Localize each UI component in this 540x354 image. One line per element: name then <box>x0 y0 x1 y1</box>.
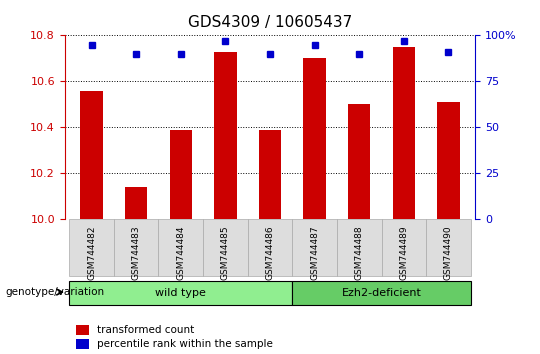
FancyBboxPatch shape <box>203 219 248 276</box>
Bar <box>76 339 89 349</box>
FancyBboxPatch shape <box>382 219 426 276</box>
Bar <box>76 325 89 335</box>
Text: Ezh2-deficient: Ezh2-deficient <box>342 288 421 298</box>
FancyBboxPatch shape <box>337 219 382 276</box>
Bar <box>303 58 326 219</box>
Text: wild type: wild type <box>156 288 206 298</box>
Bar <box>125 187 147 219</box>
Text: GSM744487: GSM744487 <box>310 225 319 280</box>
Bar <box>259 130 281 219</box>
FancyBboxPatch shape <box>69 219 114 276</box>
Text: GSM744486: GSM744486 <box>266 225 274 280</box>
Text: percentile rank within the sample: percentile rank within the sample <box>97 339 273 349</box>
Bar <box>80 91 103 219</box>
Text: GSM744484: GSM744484 <box>176 225 185 280</box>
FancyBboxPatch shape <box>292 281 471 305</box>
FancyBboxPatch shape <box>426 219 471 276</box>
Bar <box>437 102 460 219</box>
Text: GSM744490: GSM744490 <box>444 225 453 280</box>
Text: GSM744485: GSM744485 <box>221 225 230 280</box>
FancyBboxPatch shape <box>69 281 292 305</box>
FancyBboxPatch shape <box>248 219 292 276</box>
Bar <box>170 130 192 219</box>
Bar <box>348 104 370 219</box>
FancyBboxPatch shape <box>114 219 158 276</box>
Bar <box>214 52 237 219</box>
Text: genotype/variation: genotype/variation <box>5 287 105 297</box>
Text: GSM744488: GSM744488 <box>355 225 364 280</box>
Text: GSM744482: GSM744482 <box>87 225 96 280</box>
Bar <box>393 47 415 219</box>
FancyBboxPatch shape <box>158 219 203 276</box>
Text: transformed count: transformed count <box>97 325 194 335</box>
Text: GSM744489: GSM744489 <box>399 225 408 280</box>
FancyBboxPatch shape <box>292 219 337 276</box>
Title: GDS4309 / 10605437: GDS4309 / 10605437 <box>188 15 352 30</box>
Text: GSM744483: GSM744483 <box>132 225 141 280</box>
